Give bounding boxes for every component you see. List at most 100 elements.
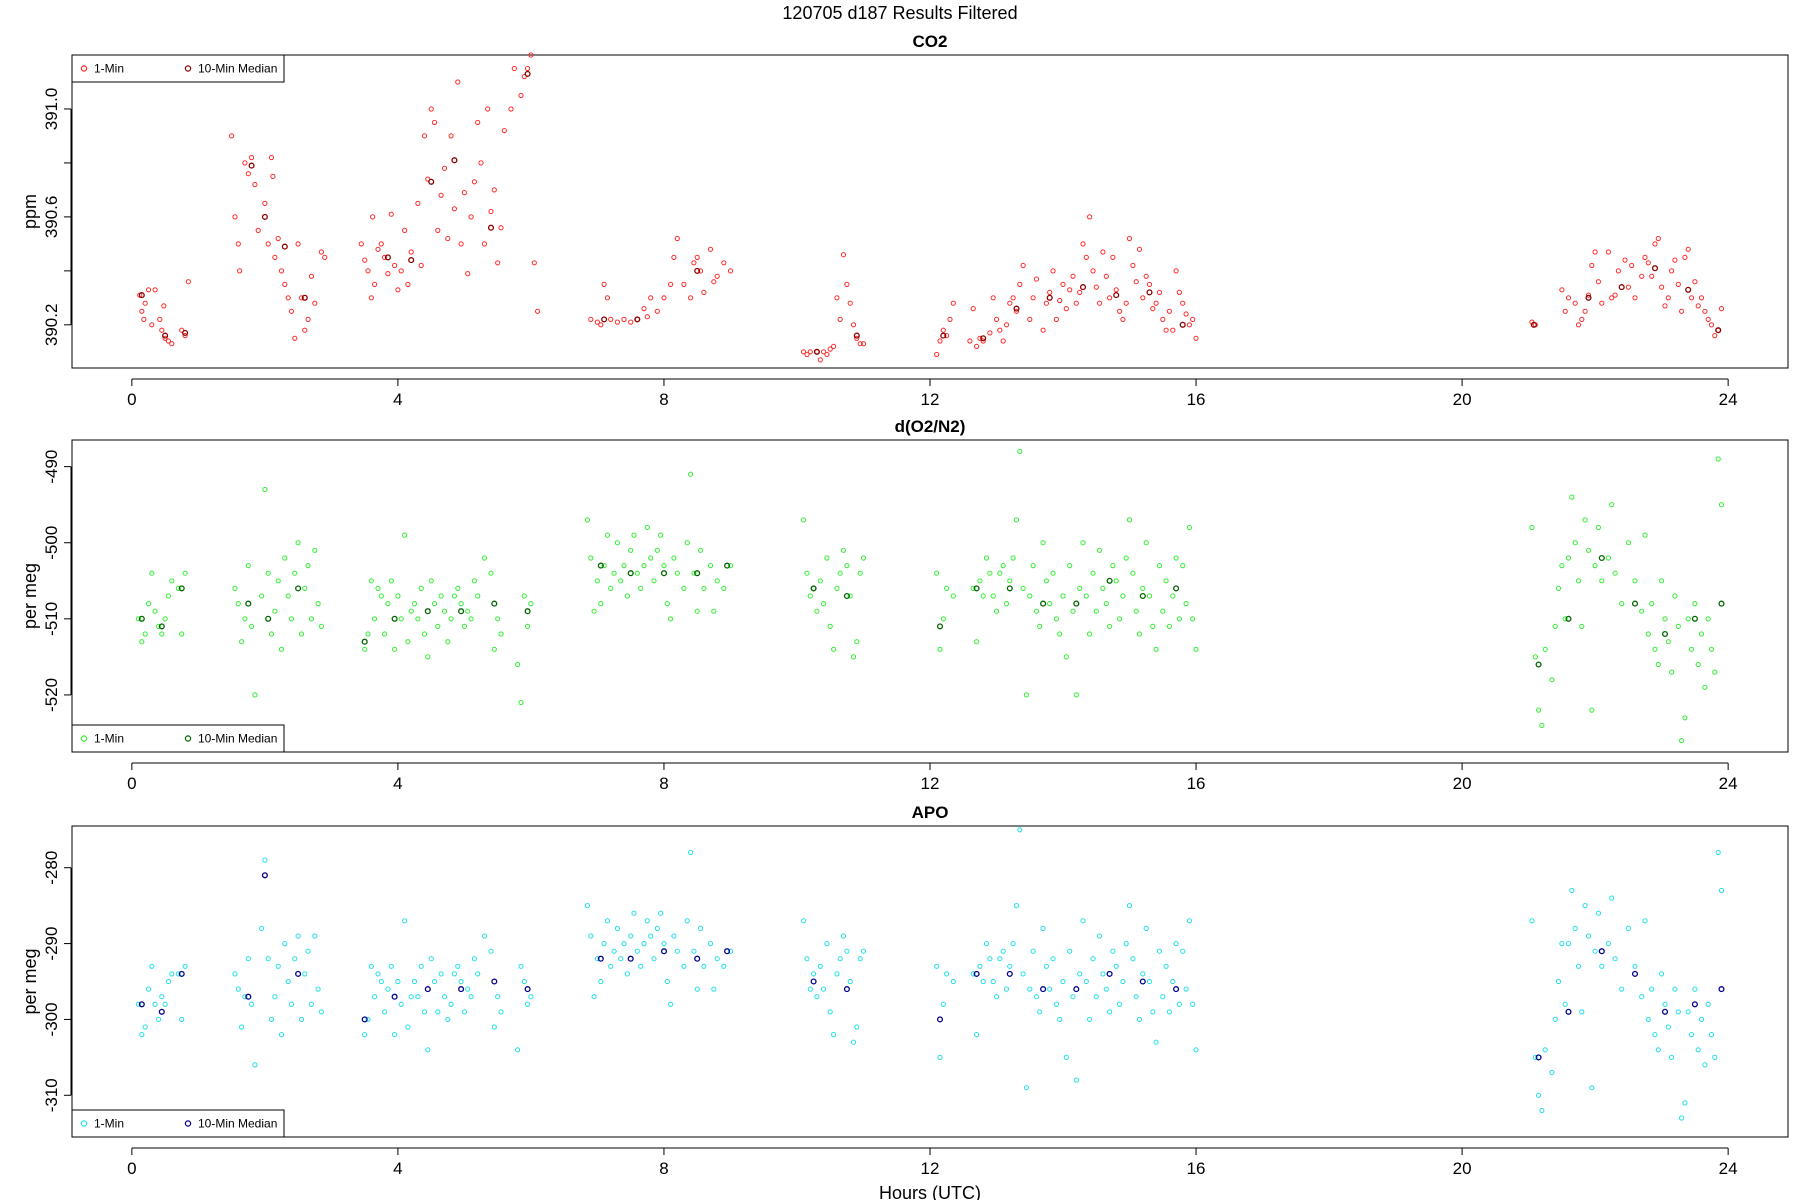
apo-1min-point [950, 978, 956, 985]
apo-1min-point [648, 933, 654, 939]
apo-x-tick-label: 8 [659, 1159, 668, 1178]
apo-1min-point [169, 971, 175, 977]
co2-1min-point [445, 235, 451, 242]
co2-median-point [1685, 286, 1692, 293]
o2n2-1min-point [1190, 616, 1196, 622]
co2-1min-point [1057, 297, 1063, 304]
apo-1min-point [707, 941, 714, 947]
apo-1min-point [1662, 1001, 1668, 1007]
apo-1min-point [1027, 986, 1033, 992]
o2n2-1min-point [591, 608, 597, 614]
apo-1min-point [1013, 903, 1020, 909]
co2-1min-point [165, 338, 171, 344]
o2n2-1min-point [438, 593, 444, 599]
apo-1min-point [1619, 986, 1625, 992]
o2n2-1min-point [987, 570, 993, 576]
co2-1min-point [285, 295, 291, 301]
o2n2-1min-point [997, 570, 1003, 576]
co2-1min-point [1605, 249, 1612, 255]
o2n2-1min-point [1020, 585, 1026, 592]
o2n2-1min-point [1599, 578, 1605, 584]
apo-1min-point [1030, 948, 1036, 954]
co2-1min-point [1595, 279, 1602, 285]
o2n2-1min-point [1672, 593, 1678, 599]
co2-1min-point [1622, 257, 1628, 263]
apo-median-point [1631, 970, 1639, 977]
o2n2-1min-point [1180, 563, 1186, 569]
apo-y-tick-label: -290 [42, 927, 61, 961]
o2n2-1min-point [937, 646, 943, 652]
co2-1min-point [688, 295, 694, 301]
co2-1min-point [275, 235, 281, 242]
o2n2-1min-point [1642, 532, 1648, 538]
o2n2-1min-point [411, 601, 418, 607]
co2-1min-point [974, 343, 980, 349]
apo-1min-point [428, 956, 434, 962]
o2n2-1min-point [651, 578, 657, 584]
o2n2-1min-point [1645, 631, 1651, 637]
o2n2-1min-point [142, 631, 148, 637]
co2-1min-point [990, 295, 996, 301]
o2n2-1min-point [804, 570, 810, 576]
apo-1min-point [145, 986, 152, 992]
apo-1min-point [1173, 941, 1179, 947]
o2n2-1min-point [135, 616, 142, 622]
apo-1min-point [1123, 941, 1129, 947]
o2n2-1min-point [461, 623, 467, 630]
co2-1min-point [358, 241, 364, 247]
o2n2-1min-point [1007, 578, 1013, 584]
o2n2-1min-point [1662, 616, 1668, 622]
co2-1min-point [1073, 300, 1079, 306]
o2n2-1min-point [265, 570, 271, 576]
co2-points [137, 52, 1725, 363]
co2-1min-point [1186, 322, 1193, 328]
co2-1min-point [1669, 268, 1675, 274]
o2n2-1min-point [594, 578, 601, 584]
apo-1min-point [179, 1016, 185, 1023]
co2-1min-point [837, 316, 843, 322]
o2n2-x-tick-label: 24 [1719, 774, 1738, 793]
o2n2-1min-point [159, 631, 165, 637]
co2-1min-point [518, 92, 524, 99]
apo-1min-point [468, 994, 474, 1000]
o2n2-1min-point [1585, 547, 1592, 553]
co2-1min-point [139, 308, 145, 314]
o2n2-median-point [391, 615, 398, 622]
apo-1min-point [691, 948, 697, 954]
o2n2-1min-point [1698, 631, 1705, 637]
o2n2-1min-point [860, 555, 867, 561]
o2n2-1min-point [1183, 601, 1189, 607]
apo-1min-point [392, 1032, 398, 1038]
co2-1min-point [485, 106, 491, 112]
co2-1min-point [1642, 254, 1648, 260]
co2-1min-point [621, 316, 627, 322]
o2n2-1min-point [631, 532, 637, 538]
co2-median-point [451, 157, 458, 164]
co2-1min-point [498, 225, 504, 231]
co2-1min-point [993, 316, 1000, 322]
o2n2-1min-point [451, 593, 457, 599]
o2n2-legend-label: 1-Min [94, 732, 124, 746]
co2-1min-point [1146, 281, 1153, 287]
co2-1min-point [1123, 300, 1129, 306]
o2n2-1min-point [1013, 517, 1020, 523]
o2n2-median-point [627, 570, 634, 577]
o2n2-1min-point [1562, 616, 1568, 622]
co2-1min-point [438, 192, 444, 198]
co2-1min-point [1087, 214, 1093, 220]
co2-1min-point [721, 260, 727, 266]
co2-1min-point [169, 341, 175, 347]
co2-1min-point [840, 252, 847, 258]
apo-1min-point [1140, 971, 1146, 977]
o2n2-1min-point [1632, 578, 1638, 584]
o2n2-1min-point [1057, 631, 1063, 637]
o2n2-1min-point [831, 646, 837, 652]
co2-1min-point [1180, 300, 1186, 306]
apo-median-point [810, 978, 817, 985]
apo-1min-point [801, 918, 807, 924]
co2-1min-point [1659, 284, 1665, 290]
apo-1min-point [308, 1001, 314, 1007]
o2n2-median-point [1565, 615, 1572, 622]
apo-median-point [424, 986, 431, 993]
o2n2-1min-point [847, 593, 853, 599]
